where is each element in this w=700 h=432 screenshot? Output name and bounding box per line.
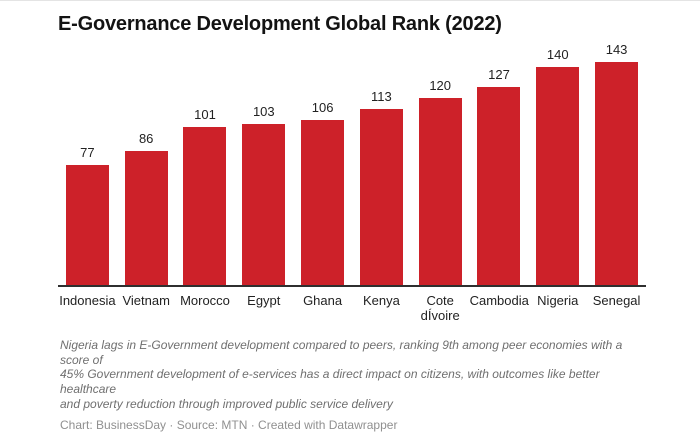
x-axis-label: Vietnam	[122, 293, 170, 308]
bar	[242, 124, 286, 285]
bar-column: 86	[117, 131, 176, 285]
bar	[124, 151, 168, 285]
x-axis-label: Indonesia	[59, 293, 116, 308]
bars-row: 77 86 101 103 106 113 120 127 140 143	[58, 42, 646, 287]
bar-column: 101	[176, 107, 235, 285]
bar-value-label: 106	[311, 100, 334, 115]
bar-column: 140	[528, 47, 587, 285]
bar	[65, 165, 109, 285]
x-axis-label: Egypt	[247, 293, 281, 308]
bar-value-label: 101	[194, 107, 216, 122]
bar-value-label: 120	[429, 78, 452, 93]
bar-column: 120	[411, 78, 470, 285]
bar-column: 127	[470, 67, 529, 285]
bar	[301, 120, 345, 285]
bar	[595, 62, 639, 285]
bar-column: 77	[58, 145, 117, 285]
bar-value-label: 140	[546, 47, 569, 62]
bar-column: 113	[352, 89, 411, 285]
x-axis-label: Nigeria	[537, 293, 579, 308]
x-axis-label: Morocco	[180, 293, 230, 308]
bar-column: 143	[587, 42, 646, 285]
bar	[359, 109, 403, 285]
bar-value-label: 77	[80, 145, 95, 160]
chart-title: E-Governance Development Global Rank (20…	[58, 13, 502, 35]
bar-chart: 77 86 101 103 106 113 120 127 140 143 Indonesia Vi…	[58, 42, 646, 324]
bar	[183, 127, 227, 285]
chart-inner: E-Governance Development Global Rank (20…	[58, 12, 646, 432]
x-axis-label: Cambodia	[469, 293, 529, 308]
bar	[536, 67, 580, 285]
chart-notes: Nigeria lags in E-Government development…	[60, 337, 623, 411]
bar-value-label: 113	[371, 89, 392, 104]
bar-column: 106	[293, 100, 352, 285]
x-axis-label: Kenya	[362, 293, 400, 308]
x-axis-label: Senegal	[592, 293, 641, 308]
bar-value-label: 127	[488, 67, 510, 82]
xaxis-labels: Indonesia Vietnam Morocco Egypt Ghana Kenya Co…	[58, 287, 646, 324]
bar-value-label: 143	[605, 42, 628, 57]
bar	[418, 98, 462, 285]
x-axis-label: Cote dÍvoire	[420, 293, 460, 323]
bar-column: 103	[234, 104, 293, 285]
bar	[477, 87, 521, 285]
bar-value-label: 103	[252, 104, 275, 119]
bar-value-label: 86	[138, 131, 154, 146]
chart-byline: Chart: BusinessDay · Source: MTN · Creat…	[60, 417, 398, 432]
x-axis-label: Ghana	[303, 293, 343, 308]
